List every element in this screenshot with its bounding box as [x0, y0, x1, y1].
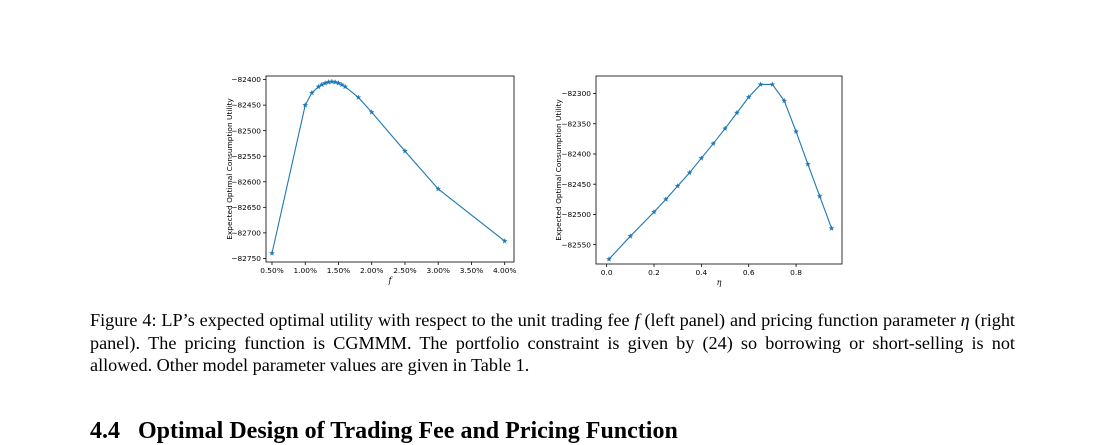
data-point [745, 94, 752, 100]
y-axis-label: Expected Optimal Consumption Utility [225, 98, 234, 240]
left-panel-chart: 0.50% 1.00% 1.50% 2.00% 2.50% 3.00% 3.50% 4.00%… [225, 75, 516, 285]
x-tick-label: 0.0 [601, 268, 613, 277]
data-point [402, 148, 408, 154]
y-tick-label: −82500 [561, 210, 591, 219]
data-point [355, 94, 362, 100]
y-tick-label: −82350 [561, 119, 591, 128]
x-tick-label: 1.00% [293, 266, 316, 275]
data-point [733, 109, 740, 116]
y-tick-label: −82500 [231, 126, 261, 135]
y-tick-label: −82650 [231, 203, 261, 212]
data-point [308, 89, 315, 96]
data-point [627, 233, 634, 239]
x-tick-label: 0.50% [260, 266, 283, 275]
y-tick-label: −82450 [231, 101, 261, 110]
y-tick-label: −82300 [561, 89, 591, 98]
data-point [698, 155, 705, 161]
data-point [651, 208, 657, 215]
data-point [805, 161, 811, 167]
caption-text-2: (left panel) and pricing function parame… [639, 310, 961, 330]
data-point [781, 97, 788, 104]
data-point [816, 193, 823, 199]
figure-caption: Figure 4: LP’s expected optimal utility … [90, 309, 1015, 377]
y-tick-label: −82400 [231, 75, 261, 84]
data-point [338, 81, 345, 88]
data-point [757, 81, 764, 87]
x-tick-label: 4.00% [493, 266, 516, 275]
data-point [332, 79, 339, 85]
x-tick-label: 0.4 [695, 268, 707, 277]
data-point [769, 81, 776, 87]
y-tick-label: −82400 [561, 150, 591, 159]
data-point [793, 128, 799, 135]
caption-var-f: f [634, 310, 640, 330]
plot-frame [595, 75, 843, 265]
data-point [722, 125, 728, 132]
y-tick-label: −82700 [231, 228, 261, 237]
x-tick-label: 0.8 [790, 268, 802, 277]
x-tick-label: 0.2 [648, 268, 660, 277]
y-tick-label: −82550 [231, 152, 261, 161]
y-tick-label: −82750 [231, 254, 261, 263]
data-point [828, 225, 835, 231]
plot-frame [265, 75, 515, 263]
y-tick-label: −82550 [561, 240, 591, 249]
data-point [606, 256, 612, 262]
data-point [328, 78, 335, 85]
data-point [302, 102, 309, 108]
data-point [318, 81, 325, 88]
data-point [368, 109, 375, 115]
data-point [269, 250, 275, 256]
x-tick-label: 0.6 [743, 268, 755, 277]
section-title: Optimal Design of Trading Fee and Pricin… [138, 418, 678, 444]
right-panel-chart: 0.0 0.2 0.4 0.6 0.8 −82550 −82500 −82450 −82400 −… [554, 75, 843, 287]
x-axis-label: η [717, 278, 722, 287]
caption-var-eta: η [960, 310, 970, 330]
data-point [686, 169, 693, 176]
data-point [315, 83, 322, 90]
data-point [662, 196, 669, 202]
x-tick-label: 2.50% [393, 266, 416, 275]
section-number: 4.4 [90, 418, 120, 444]
y-tick-label: −82450 [561, 180, 591, 189]
series-line [608, 83, 833, 260]
x-tick-label: 2.00% [360, 266, 383, 275]
data-point [342, 83, 348, 90]
data-point [710, 140, 717, 147]
y-axis-label: Expected Optimal Consumption Utility [554, 99, 563, 241]
x-axis-label: f [388, 276, 394, 285]
data-point [501, 238, 508, 244]
section-heading: 4.4 Optimal Design of Trading Fee and Pri… [90, 418, 678, 445]
x-tick-label: 1.50% [327, 266, 350, 275]
figure-4: 0.50% 1.00% 1.50% 2.00% 2.50% 3.00% 3.50% 4.00%… [225, 75, 843, 287]
y-tick-label: −82600 [231, 177, 261, 186]
caption-text-3: (right panel). The pricing function is C… [90, 310, 1015, 375]
x-tick-label: 3.00% [426, 266, 449, 275]
data-point [674, 182, 681, 189]
data-point [335, 80, 342, 86]
caption-text-1: Figure 4: LP’s expected optimal utility … [90, 310, 635, 330]
x-tick-label: 3.50% [460, 266, 483, 275]
data-point [435, 185, 442, 192]
